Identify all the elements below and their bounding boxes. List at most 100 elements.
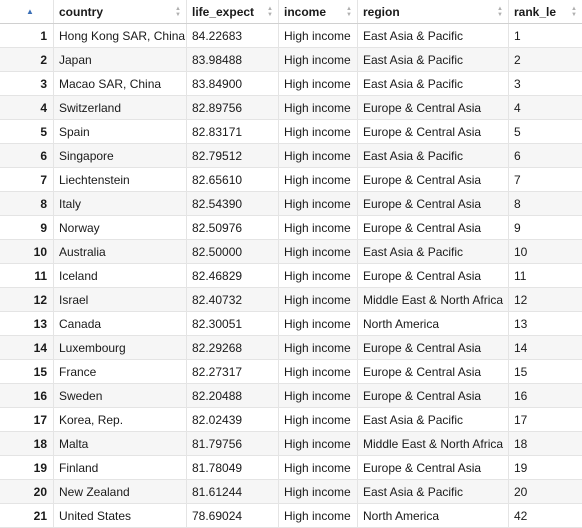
table-row[interactable]: 7 Liechtenstein 82.65610 High income Europe … xyxy=(0,168,582,192)
income-cell[interactable]: High income xyxy=(279,432,358,455)
income-cell[interactable]: High income xyxy=(279,384,358,407)
income-cell[interactable]: High income xyxy=(279,168,358,191)
income-cell[interactable]: High income xyxy=(279,360,358,383)
income-cell[interactable]: High income xyxy=(279,456,358,479)
table-row[interactable]: 15 France 82.27317 High income Europe & Cent… xyxy=(0,360,582,384)
country-cell[interactable]: United States xyxy=(54,504,187,527)
row-number[interactable]: 14 xyxy=(0,336,54,359)
income-cell[interactable]: High income xyxy=(279,504,358,527)
country-cell[interactable]: Korea, Rep. xyxy=(54,408,187,431)
country-cell[interactable]: Japan xyxy=(54,48,187,71)
life-expect-cell[interactable]: 82.46829 xyxy=(187,264,279,287)
rank-le-cell[interactable]: 42 xyxy=(514,508,528,523)
rank-le-cell[interactable]: 13 xyxy=(514,316,528,331)
rank-le-cell[interactable]: 17 xyxy=(514,412,528,427)
rank-le-cell[interactable]: 3 xyxy=(514,76,521,91)
row-number[interactable]: 17 xyxy=(0,408,54,431)
rank-le-cell[interactable]: 19 xyxy=(514,460,528,475)
table-row[interactable]: 13 Canada 82.30051 High income North America… xyxy=(0,312,582,336)
table-row[interactable]: 19 Finland 81.78049 High income Europe & Cen… xyxy=(0,456,582,480)
country-cell[interactable]: Finland xyxy=(54,456,187,479)
row-number[interactable]: 5 xyxy=(0,120,54,143)
life-expect-cell[interactable]: 83.84900 xyxy=(187,72,279,95)
rank-le-cell[interactable]: 4 xyxy=(514,100,521,115)
row-number[interactable]: 21 xyxy=(0,504,54,527)
life-expect-cell[interactable]: 81.61244 xyxy=(187,480,279,503)
life-expect-cell[interactable]: 82.02439 xyxy=(187,408,279,431)
table-row[interactable]: 6 Singapore 82.79512 High income East Asia &… xyxy=(0,144,582,168)
sort-both-icon[interactable]: ▲ ▼ xyxy=(175,5,181,18)
row-number-header[interactable]: ▲ xyxy=(0,0,54,23)
row-number[interactable]: 11 xyxy=(0,264,54,287)
table-row[interactable]: 20 New Zealand 81.61244 High income East Asi… xyxy=(0,480,582,504)
sort-both-icon[interactable]: ▲ ▼ xyxy=(346,5,352,18)
row-number[interactable]: 19 xyxy=(0,456,54,479)
table-row[interactable]: 14 Luxembourg 82.29268 High income Europe & … xyxy=(0,336,582,360)
table-row[interactable]: 11 Iceland 82.46829 High income Europe & Cen… xyxy=(0,264,582,288)
column-header-life-expect[interactable]: life_expect ▲ ▼ xyxy=(187,0,279,23)
life-expect-cell[interactable]: 82.40732 xyxy=(187,288,279,311)
table-row[interactable]: 2 Japan 83.98488 High income East Asia & Pac… xyxy=(0,48,582,72)
life-expect-cell[interactable]: 82.27317 xyxy=(187,360,279,383)
rank-le-cell[interactable]: 12 xyxy=(514,292,528,307)
income-cell[interactable]: High income xyxy=(279,120,358,143)
row-number[interactable]: 4 xyxy=(0,96,54,119)
rank-le-cell[interactable]: 15 xyxy=(514,364,528,379)
country-cell[interactable]: Italy xyxy=(54,192,187,215)
life-expect-cell[interactable]: 82.29268 xyxy=(187,336,279,359)
table-row[interactable]: 18 Malta 81.79756 High income Middle East & … xyxy=(0,432,582,456)
life-expect-cell[interactable]: 82.65610 xyxy=(187,168,279,191)
row-number[interactable]: 16 xyxy=(0,384,54,407)
country-cell[interactable]: Singapore xyxy=(54,144,187,167)
life-expect-cell[interactable]: 82.83171 xyxy=(187,120,279,143)
row-number[interactable]: 9 xyxy=(0,216,54,239)
region-cell[interactable]: Europe & Central Asia xyxy=(358,456,509,479)
sort-ascending-icon[interactable]: ▲ xyxy=(26,7,34,16)
region-cell[interactable]: Europe & Central Asia xyxy=(358,336,509,359)
life-expect-cell[interactable]: 82.30051 xyxy=(187,312,279,335)
region-cell[interactable]: North America xyxy=(358,312,509,335)
income-cell[interactable]: High income xyxy=(279,216,358,239)
country-cell[interactable]: Hong Kong SAR, China xyxy=(54,24,187,47)
rank-le-cell[interactable]: 7 xyxy=(514,172,521,187)
income-cell[interactable]: High income xyxy=(279,336,358,359)
table-row[interactable]: 4 Switzerland 82.89756 High income Europe & … xyxy=(0,96,582,120)
income-cell[interactable]: High income xyxy=(279,264,358,287)
country-cell[interactable]: Canada xyxy=(54,312,187,335)
region-cell[interactable]: Europe & Central Asia xyxy=(358,384,509,407)
income-cell[interactable]: High income xyxy=(279,288,358,311)
region-cell[interactable]: Middle East & North Africa xyxy=(358,432,509,455)
country-cell[interactable]: New Zealand xyxy=(54,480,187,503)
income-cell[interactable]: High income xyxy=(279,96,358,119)
region-cell[interactable]: East Asia & Pacific xyxy=(358,480,509,503)
table-row[interactable]: 1 Hong Kong SAR, China 84.22683 High income… xyxy=(0,24,582,48)
region-cell[interactable]: East Asia & Pacific xyxy=(358,408,509,431)
row-number[interactable]: 15 xyxy=(0,360,54,383)
row-number[interactable]: 3 xyxy=(0,72,54,95)
region-cell[interactable]: East Asia & Pacific xyxy=(358,144,509,167)
table-row[interactable]: 5 Spain 82.83171 High income Europe & Centra… xyxy=(0,120,582,144)
income-cell[interactable]: High income xyxy=(279,144,358,167)
rank-le-cell[interactable]: 5 xyxy=(514,124,521,139)
life-expect-cell[interactable]: 82.89756 xyxy=(187,96,279,119)
table-row[interactable]: 12 Israel 82.40732 High income Middle East &… xyxy=(0,288,582,312)
life-expect-cell[interactable]: 82.20488 xyxy=(187,384,279,407)
country-cell[interactable]: Norway xyxy=(54,216,187,239)
income-cell[interactable]: High income xyxy=(279,312,358,335)
table-row[interactable]: 9 Norway 82.50976 High income Europe & Centr… xyxy=(0,216,582,240)
rank-le-cell[interactable]: 18 xyxy=(514,436,528,451)
rank-le-cell[interactable]: 20 xyxy=(514,484,528,499)
income-cell[interactable]: High income xyxy=(279,24,358,47)
country-cell[interactable]: Israel xyxy=(54,288,187,311)
row-number[interactable]: 18 xyxy=(0,432,54,455)
country-cell[interactable]: Luxembourg xyxy=(54,336,187,359)
row-number[interactable]: 12 xyxy=(0,288,54,311)
region-cell[interactable]: North America xyxy=(358,504,509,527)
row-number[interactable]: 7 xyxy=(0,168,54,191)
column-header-country[interactable]: country ▲ ▼ xyxy=(54,0,187,23)
life-expect-cell[interactable]: 78.69024 xyxy=(187,504,279,527)
life-expect-cell[interactable]: 82.50976 xyxy=(187,216,279,239)
income-cell[interactable]: High income xyxy=(279,240,358,263)
region-cell[interactable]: Europe & Central Asia xyxy=(358,168,509,191)
country-cell[interactable]: France xyxy=(54,360,187,383)
